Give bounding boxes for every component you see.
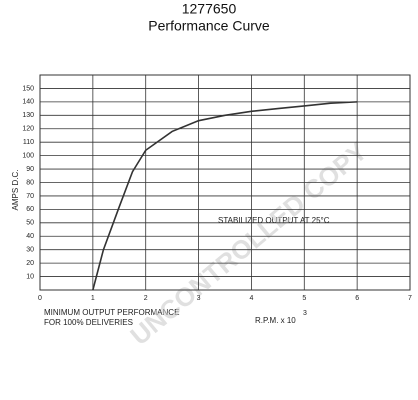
line-series xyxy=(92,101,358,291)
x-tick-label: 5 xyxy=(302,295,306,302)
y-tick-label: 30 xyxy=(26,247,34,254)
x-tick-label: 0 xyxy=(38,295,42,302)
y-tick-label: 70 xyxy=(26,193,34,200)
x-axis-label: R.P.M. x 10 xyxy=(255,316,296,325)
watermark: UNCONTROLLED COPY xyxy=(124,136,372,351)
y-tick-label: 90 xyxy=(26,166,34,173)
x-tick-label: 7 xyxy=(408,295,412,302)
chart-subtitle: Performance Curve xyxy=(148,18,270,34)
y-axis-label: AMPS D.C. xyxy=(11,170,20,211)
y-tick-label: 60 xyxy=(26,206,34,213)
annotation: FOR 100% DELIVERIES xyxy=(44,318,133,327)
y-tick-label: 100 xyxy=(22,152,34,159)
y-tick-label: 120 xyxy=(22,126,34,133)
y-tick-label: 20 xyxy=(26,260,34,267)
y-tick-label: 130 xyxy=(22,112,34,119)
x-axis-exponent: 3 xyxy=(303,310,307,317)
y-tick-label: 80 xyxy=(26,179,34,186)
x-tick-label: 3 xyxy=(197,295,201,302)
y-tick-label: 150 xyxy=(22,85,34,92)
y-tick-label: 10 xyxy=(26,273,34,280)
y-tick-label: 50 xyxy=(26,220,34,227)
x-tick-label: 4 xyxy=(249,295,253,302)
y-tick-label: 140 xyxy=(22,99,34,106)
annotation: MINIMUM OUTPUT PERFORMANCE xyxy=(44,308,179,317)
x-tick-label: 2 xyxy=(144,295,148,302)
x-tick-label: 1 xyxy=(91,295,95,302)
chart-title: 1277650 xyxy=(182,1,237,17)
y-tick-label: 110 xyxy=(23,139,34,146)
x-tick-label: 6 xyxy=(355,295,359,302)
annotation: STABILIZED OUTPUT AT 25°C xyxy=(218,216,330,225)
y-tick-label: 40 xyxy=(26,233,34,240)
